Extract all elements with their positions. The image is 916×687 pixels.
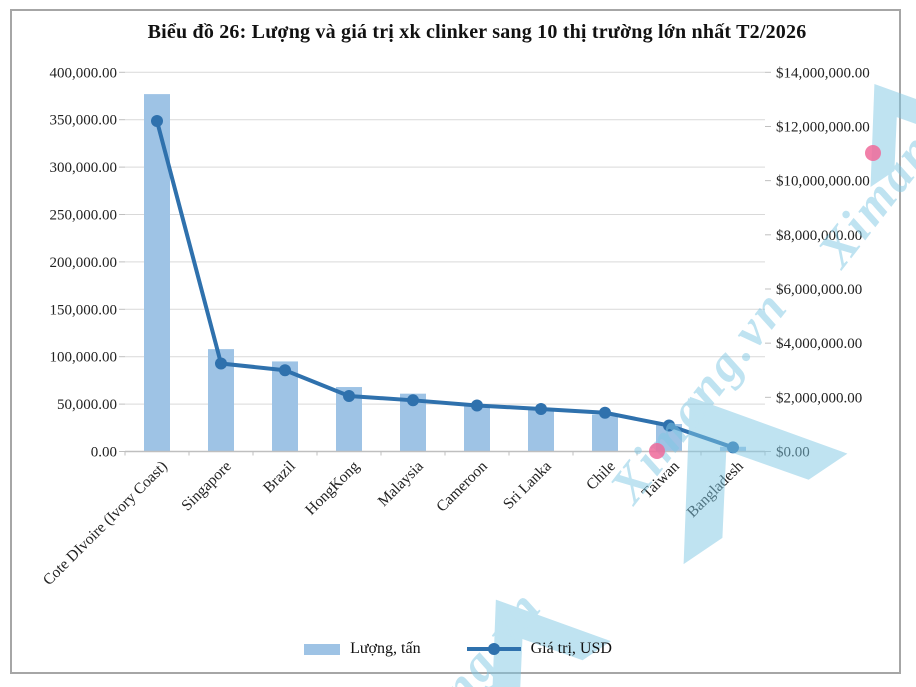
legend-bar-swatch [304, 643, 341, 655]
value-point-5 [471, 399, 483, 412]
watermark-0: Ximang.vn [597, 279, 848, 565]
chart-legend: Lượng, tấn Giá trị, USD [0, 640, 916, 658]
right-axis-label: $8,000,000.00 [776, 228, 862, 244]
value-point-8 [663, 419, 675, 432]
legend-bar-label: Lượng, tấn [350, 640, 421, 657]
bar-2 [272, 361, 298, 452]
right-axis-label: $6,000,000.00 [776, 282, 862, 298]
value-point-0 [151, 115, 163, 128]
category-label-0: Cote DIvoire (Ivory Coast) [40, 458, 171, 589]
left-axis-label: 0.00 [91, 445, 117, 461]
category-label-2: Brazil [260, 458, 299, 497]
category-label-4: Malaysia [375, 458, 427, 510]
left-axis-label: 200,000.00 [50, 255, 118, 271]
watermark-logo-icon [491, 599, 611, 687]
value-point-2 [279, 364, 291, 377]
right-axis-label: $4,000,000.00 [776, 336, 862, 352]
value-point-7 [599, 406, 611, 419]
chart-title: Biểu đồ 26: Lượng và giá trị xk clinker … [147, 21, 807, 43]
watermark-2: Ximang.vn [351, 579, 611, 687]
value-line [155, 120, 734, 450]
right-axis-label: $14,000,000.00 [776, 65, 870, 81]
bar-6 [528, 408, 554, 452]
category-label-5: Cameroon [433, 458, 491, 516]
category-label-6: Sri Lanka [500, 458, 555, 513]
left-axis-label: 150,000.00 [50, 302, 118, 318]
right-axis-label: $2,000,000.00 [776, 390, 862, 406]
value-point-1 [215, 357, 227, 370]
category-label-3: HongKong [302, 458, 363, 519]
bar-5 [464, 405, 490, 452]
watermark-dot-icon [649, 443, 665, 459]
value-point-4 [407, 394, 419, 407]
watermark-dot-icon [865, 145, 881, 161]
value-point-6 [535, 402, 547, 415]
legend-line-label: Giá trị, USD [530, 640, 612, 657]
value-point-3 [343, 389, 355, 402]
legend-line-marker-icon [487, 643, 500, 655]
left-axis-label: 250,000.00 [50, 208, 118, 224]
bar-7 [592, 414, 618, 452]
left-axis-label: 350,000.00 [50, 113, 118, 129]
left-axis-label: 100,000.00 [50, 350, 118, 366]
left-axis-label: 50,000.00 [57, 397, 117, 413]
left-axis-label: 400,000.00 [50, 65, 118, 81]
left-axis-label: 300,000.00 [50, 160, 118, 176]
watermark-logo-icon [870, 84, 916, 187]
right-axis-label: $10,000,000.00 [776, 174, 870, 190]
watermark-logo-icon [683, 396, 848, 565]
watermark-text: Ximang.vn [351, 579, 552, 687]
legend-line-swatch [466, 642, 521, 656]
category-label-1: Singapore [178, 458, 235, 515]
right-axis-label: $12,000,000.00 [776, 119, 870, 135]
